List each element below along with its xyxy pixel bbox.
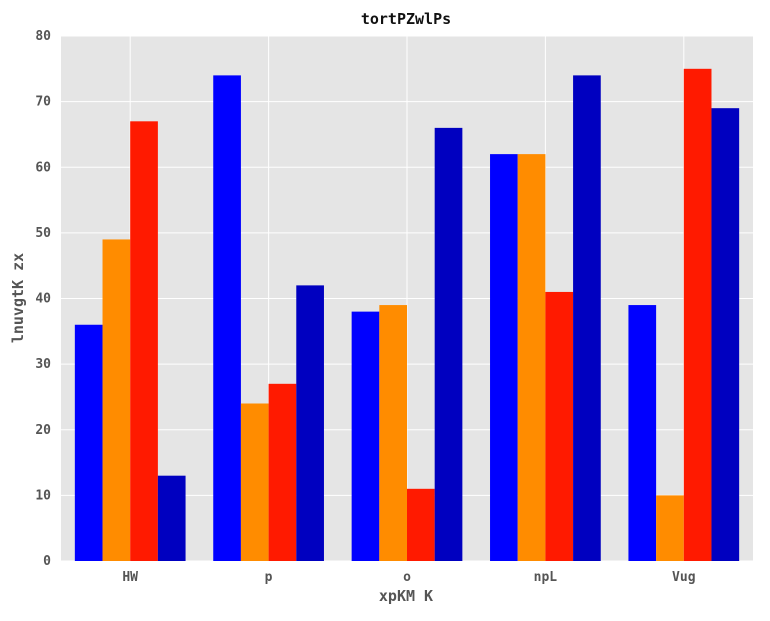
x-tick-label: Vug	[672, 570, 695, 585]
y-tick-label: 70	[35, 95, 51, 110]
bar-Vug-series-2	[656, 495, 684, 561]
bar-p-series-1	[213, 75, 241, 561]
bar-npL-series-3	[545, 291, 574, 561]
x-tick-label: o	[403, 570, 411, 585]
bar-p-series-2	[240, 403, 269, 561]
bar-npL-series-1	[490, 154, 518, 561]
x-tick-label: HW	[122, 570, 138, 585]
y-tick-label: 50	[35, 226, 51, 241]
bar-o-series-2	[379, 305, 407, 561]
y-tick-label: 60	[35, 160, 51, 175]
y-axis: 0 10 20 30 40 50 60 70 80	[35, 29, 51, 569]
bars	[74, 68, 740, 561]
bar-o-series-1	[351, 311, 380, 561]
bar-o-series-3	[407, 488, 435, 561]
y-tick-label: 10	[35, 488, 51, 503]
x-tick-label: npL	[534, 570, 558, 585]
bar-HW-series-1	[74, 324, 103, 561]
bar-npL-series-2	[517, 154, 546, 561]
bar-HW-series-3	[130, 121, 158, 561]
y-tick-label: 30	[35, 357, 51, 372]
chart-title: tortPZwlPs	[361, 10, 451, 28]
y-tick-label: 20	[35, 423, 51, 438]
x-axis-label: xpKM K	[379, 587, 433, 605]
y-axis-label: lnuvgtK zx	[9, 253, 27, 343]
bar-Vug-series-3	[683, 68, 712, 561]
y-tick-label: 0	[43, 554, 51, 569]
bar-o-series-4	[434, 127, 463, 561]
bar-Vug-series-4	[711, 108, 740, 561]
x-tick-label: p	[265, 570, 273, 585]
y-tick-label: 80	[35, 29, 51, 44]
bar-p-series-3	[268, 383, 297, 561]
y-tick-label: 40	[35, 292, 51, 307]
bar-Vug-series-1	[628, 305, 657, 561]
bar-HW-series-2	[102, 239, 131, 561]
x-axis: HW p o npL Vug	[122, 570, 695, 585]
bar-npL-series-4	[573, 75, 601, 561]
bar-p-series-4	[296, 285, 324, 561]
bar-HW-series-4	[157, 475, 186, 561]
